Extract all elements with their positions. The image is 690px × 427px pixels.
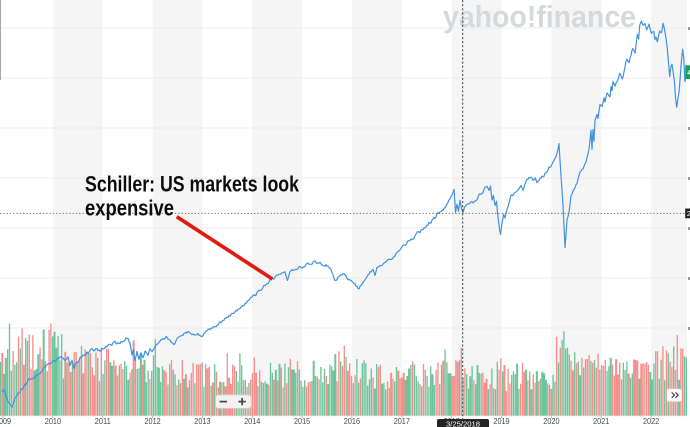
svg-text:2017: 2017	[394, 416, 410, 426]
svg-text:4: 4	[687, 68, 690, 77]
svg-text:yahoo!finance: yahoo!finance	[443, 0, 636, 34]
svg-text:2019: 2019	[493, 416, 509, 426]
svg-text:3/25/2018: 3/25/2018	[446, 419, 480, 427]
svg-text:2015: 2015	[294, 416, 310, 426]
svg-text:expensive: expensive	[85, 195, 174, 220]
svg-text:2010: 2010	[45, 416, 61, 426]
svg-text:2011: 2011	[95, 416, 111, 426]
svg-text:2009: 2009	[0, 416, 11, 426]
svg-text:2020: 2020	[543, 416, 559, 426]
svg-text:2021: 2021	[593, 416, 609, 426]
svg-text:2022: 2022	[643, 416, 659, 426]
svg-text:2016: 2016	[344, 416, 360, 426]
svg-text:Schiller: US markets look: Schiller: US markets look	[85, 171, 300, 196]
svg-text:2013: 2013	[194, 416, 210, 426]
svg-text:2: 2	[687, 209, 690, 218]
svg-text:2012: 2012	[145, 416, 161, 426]
svg-text:2014: 2014	[244, 416, 260, 426]
